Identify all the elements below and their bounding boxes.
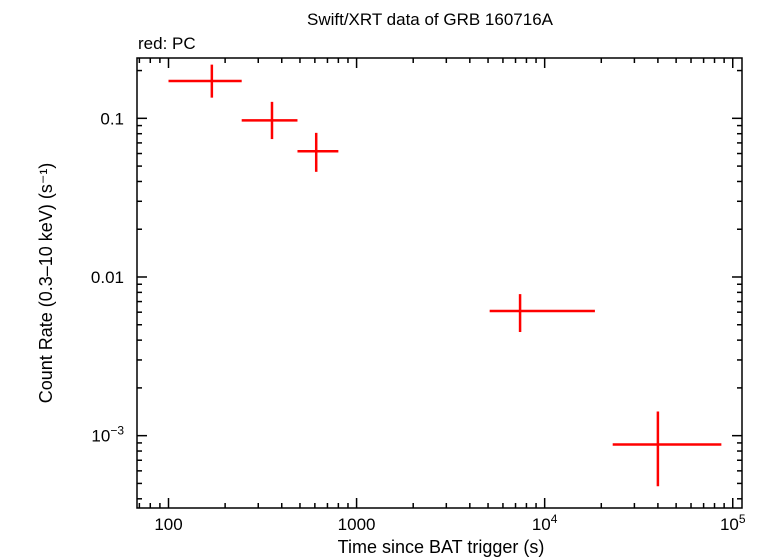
data-series [168,64,722,487]
y-tick-label: 10−3 [91,424,124,446]
x-tick-label: 1000 [338,515,376,534]
data-point [489,294,595,333]
data-point [241,101,298,140]
data-point [297,132,339,172]
x-tick-label: 105 [720,512,746,534]
y-axis-label: Count Rate (0.3–10 keV) (s⁻¹) [36,163,56,404]
y-tick-label: 0.01 [91,268,124,287]
chart-title: Swift/XRT data of GRB 160716A [307,10,554,29]
plot-frame [136,57,743,509]
chart-subtitle: red: PC [138,34,196,53]
data-point [168,64,242,98]
x-tick-label: 104 [532,512,558,534]
y-tick-label: 0.1 [100,109,124,128]
data-point [612,411,722,487]
y-axis: 0.1 0.01 10−3 [91,69,742,500]
x-axis-label: Time since BAT trigger (s) [338,537,545,557]
x-tick-label: 100 [154,515,182,534]
x-axis: 100 1000 104 105 [138,58,746,534]
